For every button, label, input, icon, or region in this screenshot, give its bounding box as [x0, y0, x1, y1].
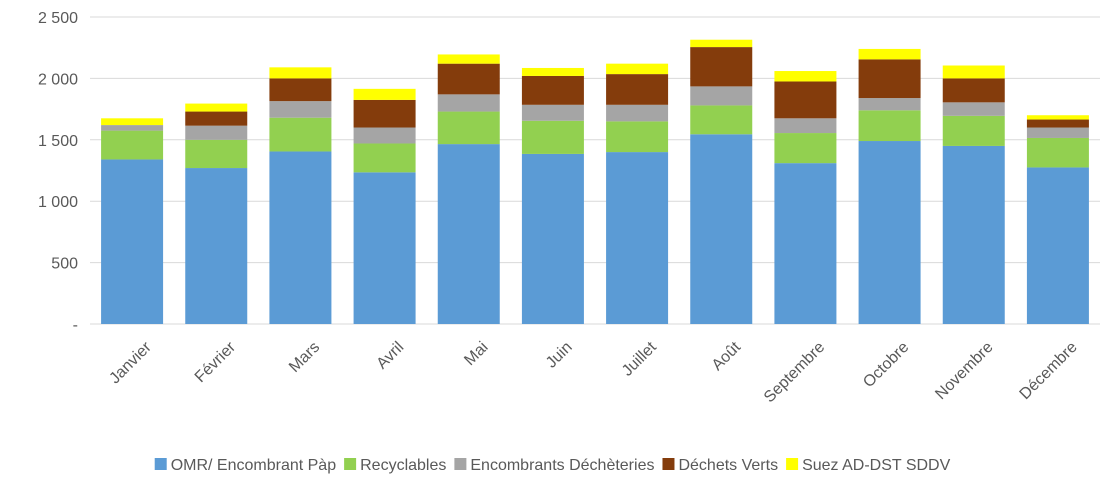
legend-swatch-dechets-verts — [662, 458, 675, 470]
bar-suez-ad-dst-sddv — [101, 118, 164, 126]
legend-label-suez-ad-dst-sddv: Suez AD-DST SDDV — [802, 457, 951, 474]
bar-recyclables — [606, 121, 669, 153]
bar-suez-ad-dst-sddv — [690, 39, 753, 48]
bar-recyclables — [774, 133, 837, 164]
legend-swatch-suez-ad-dst-sddv — [786, 458, 799, 470]
bar-encombrants-decheteries — [437, 94, 500, 112]
x-tick-label: Avril — [374, 339, 408, 373]
bar-suez-ad-dst-sddv — [353, 88, 416, 100]
x-tick-label: Novembre — [932, 339, 996, 403]
bar-suez-ad-dst-sddv — [437, 54, 500, 64]
bar-recyclables — [185, 139, 248, 169]
legend-label-recyclables: Recyclables — [360, 457, 446, 474]
y-tick-label: 500 — [51, 256, 78, 273]
bar-recyclables — [437, 111, 500, 145]
bar-omr-encombrant-pap — [437, 144, 500, 324]
bar-dechets-verts — [269, 78, 332, 102]
bar-suez-ad-dst-sddv — [858, 48, 921, 60]
y-tick-label: 2 500 — [38, 10, 78, 27]
y-tick-label: - — [73, 317, 78, 334]
bar-omr-encombrant-pap — [521, 153, 584, 324]
bar-suez-ad-dst-sddv — [269, 67, 332, 79]
bar-omr-encombrant-pap — [774, 163, 837, 324]
y-tick-label: 1 500 — [38, 133, 78, 150]
bar-suez-ad-dst-sddv — [942, 65, 1005, 79]
bar-omr-encombrant-pap — [353, 172, 416, 324]
legend-swatch-encombrants-decheteries — [454, 458, 467, 470]
x-tick-label: Janvier — [106, 338, 155, 387]
bar-suez-ad-dst-sddv — [1026, 115, 1089, 120]
x-tick-label: Juin — [543, 339, 576, 372]
bar-dechets-verts — [521, 75, 584, 105]
bar-encombrants-decheteries — [101, 125, 164, 131]
bar-dechets-verts — [858, 59, 921, 99]
bar-suez-ad-dst-sddv — [521, 67, 584, 76]
bar-omr-encombrant-pap — [690, 134, 753, 324]
bar-dechets-verts — [606, 74, 669, 105]
bar-dechets-verts — [437, 63, 500, 95]
x-tick-label: Février — [192, 338, 240, 386]
legend-label-omr-encombrant-pap: OMR/ Encombrant Pàp — [171, 457, 337, 474]
bar-encombrants-decheteries — [606, 104, 669, 122]
y-tick-label: 1 000 — [38, 194, 78, 211]
bar-recyclables — [353, 143, 416, 173]
gridlines — [90, 16, 1100, 325]
bar-omr-encombrant-pap — [269, 151, 332, 324]
bar-encombrants-decheteries — [353, 127, 416, 144]
bar-dechets-verts — [690, 47, 753, 87]
x-tick-label: Août — [709, 338, 745, 374]
x-tick-label: Décembre — [1017, 339, 1081, 403]
legend-swatch-recyclables — [344, 458, 357, 470]
bar-recyclables — [942, 115, 1005, 146]
x-tick-label: Juillet — [619, 338, 660, 379]
bar-omr-encombrant-pap — [185, 168, 248, 324]
bar-suez-ad-dst-sddv — [606, 63, 669, 75]
bar-dechets-verts — [942, 78, 1005, 103]
legend-swatch-omr-encombrant-pap — [154, 458, 167, 470]
x-axis-tick-labels: Janvier Février Mars Avril Mai Juin Juillet Aoû… — [106, 338, 1080, 406]
bar-encombrants-decheteries — [269, 101, 332, 118]
bar-encombrants-decheteries — [942, 102, 1005, 116]
bar-dechets-verts — [353, 99, 416, 128]
bar-encombrants-decheteries — [690, 86, 753, 106]
bar-encombrants-decheteries — [185, 125, 248, 140]
bar-recyclables — [1026, 137, 1089, 168]
x-tick-label: Mars — [286, 339, 323, 376]
bar-encombrants-decheteries — [858, 98, 921, 111]
bar-dechets-verts — [1026, 119, 1089, 128]
legend-label-dechets-verts: Déchets Verts — [678, 457, 778, 474]
y-axis-tick-labels: - 500 1 000 1 500 2 000 2 500 — [38, 10, 78, 334]
bar-recyclables — [690, 105, 753, 135]
bar-stacks — [101, 39, 1089, 324]
x-tick-label: Septembre — [761, 339, 828, 406]
bar-recyclables — [521, 120, 584, 154]
bar-encombrants-decheteries — [521, 104, 584, 121]
bar-recyclables — [269, 117, 332, 152]
bar-suez-ad-dst-sddv — [185, 103, 248, 112]
x-tick-label: Octobre — [860, 339, 912, 391]
bar-omr-encombrant-pap — [1026, 167, 1089, 324]
bar-encombrants-decheteries — [1026, 127, 1089, 138]
bar-suez-ad-dst-sddv — [774, 71, 837, 82]
bar-omr-encombrant-pap — [858, 141, 921, 324]
bar-encombrants-decheteries — [774, 118, 837, 134]
bar-omr-encombrant-pap — [101, 159, 164, 324]
bar-recyclables — [101, 130, 164, 160]
bar-recyclables — [858, 110, 921, 142]
x-tick-label: Mai — [461, 339, 491, 369]
bar-dechets-verts — [774, 81, 837, 119]
legend: OMR/ Encombrant Pàp Recyclables Encombrant… — [154, 457, 951, 474]
bar-omr-encombrant-pap — [606, 152, 669, 324]
bar-dechets-verts — [185, 111, 248, 126]
bar-omr-encombrant-pap — [942, 145, 1005, 324]
y-tick-label: 2 000 — [38, 71, 78, 88]
legend-label-encombrants-decheteries: Encombrants Déchèteries — [470, 457, 654, 474]
